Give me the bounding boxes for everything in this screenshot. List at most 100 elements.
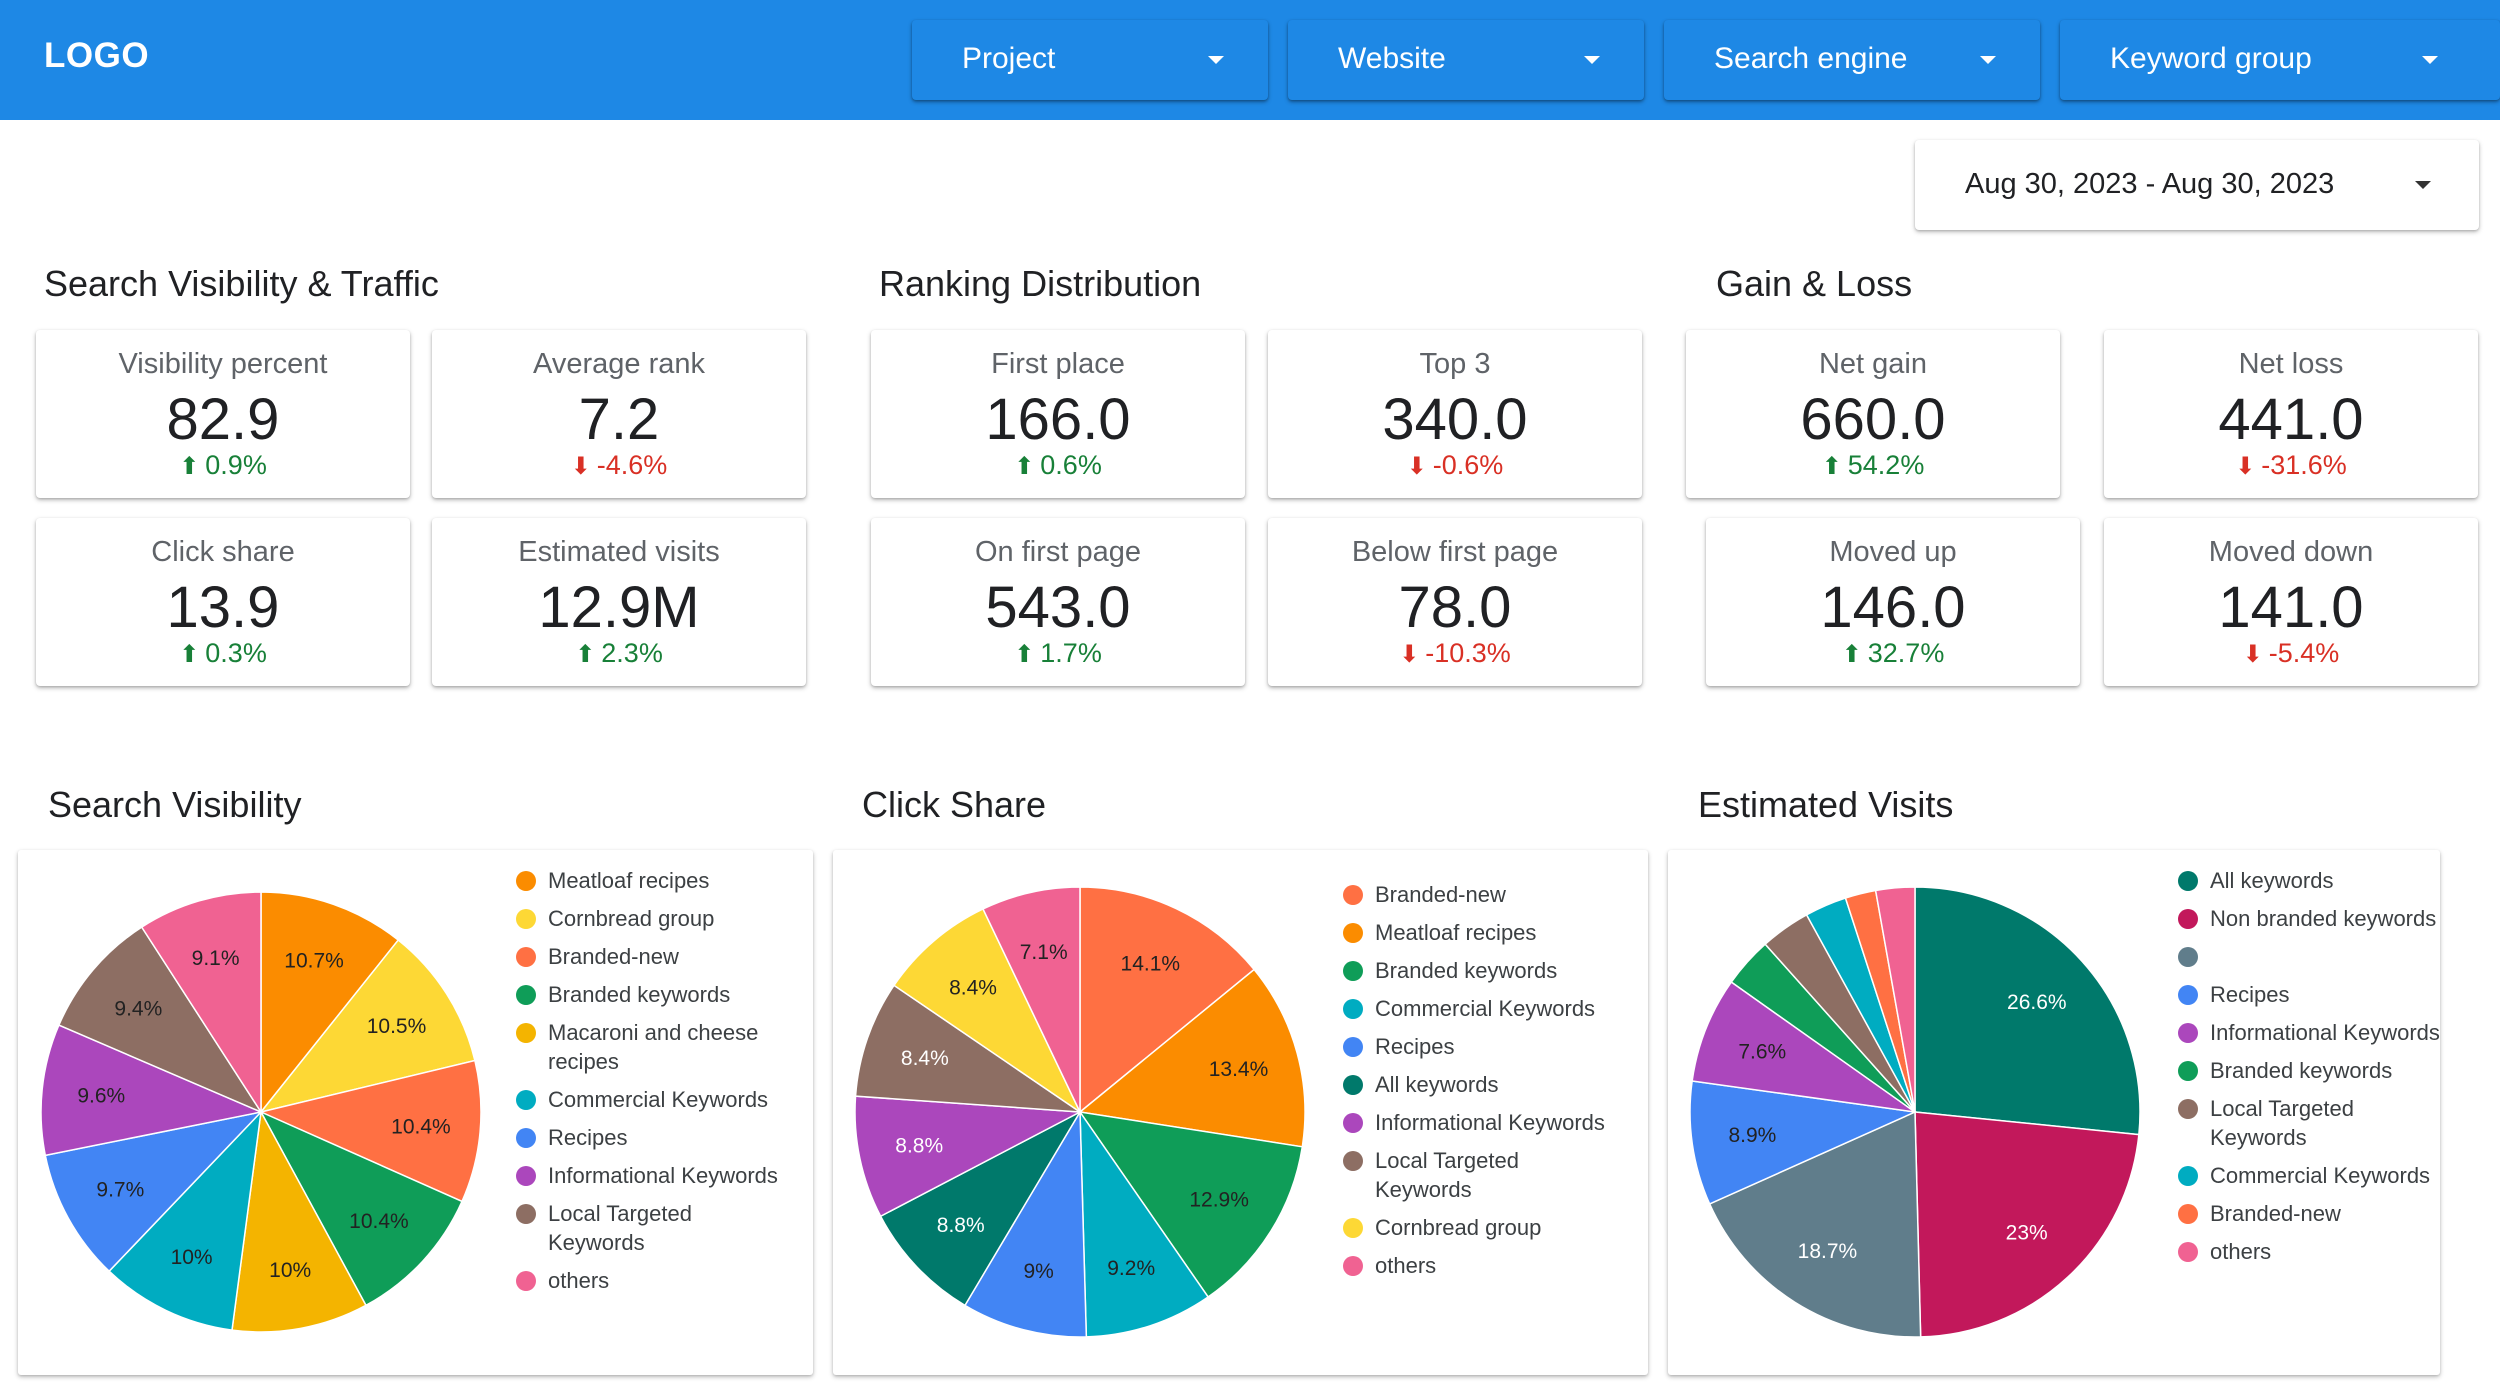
- pie-slice[interactable]: [1689, 1080, 1918, 1205]
- legend-item[interactable]: Local Targeted Keywords: [1343, 1146, 1615, 1204]
- legend-item[interactable]: Branded-new: [2178, 1199, 2450, 1228]
- pie-slice[interactable]: [892, 907, 1082, 1115]
- legend-item[interactable]: Informational Keywords: [1343, 1108, 1615, 1137]
- legend-item[interactable]: others: [2178, 1237, 2450, 1266]
- slice-data-label: 13.4%: [1209, 1058, 1269, 1081]
- legend-item[interactable]: Commercial Keywords: [2178, 1161, 2450, 1190]
- legend-item[interactable]: Commercial Keywords: [1343, 994, 1615, 1023]
- pie-slice[interactable]: [1079, 886, 1256, 1114]
- legend-item[interactable]: Branded-new: [1343, 880, 1615, 909]
- top-bar: LOGO Project Website Search engine Keywo…: [0, 0, 2500, 120]
- kpi-value: 12.9M: [538, 575, 700, 640]
- chevron-down-icon: [1208, 56, 1224, 64]
- kpi-value: 166.0: [985, 387, 1131, 452]
- pie-slice[interactable]: [1914, 1111, 2140, 1338]
- kpi-delta: ⬆ 0.9%: [36, 450, 410, 481]
- pie-slice[interactable]: [259, 1110, 463, 1307]
- legend-swatch: [516, 985, 536, 1005]
- legend-item[interactable]: Local Targeted Keywords: [2178, 1094, 2450, 1152]
- legend-item[interactable]: Branded keywords: [2178, 1056, 2450, 1085]
- legend-item[interactable]: Commercial Keywords: [516, 1085, 788, 1114]
- legend-item[interactable]: All keywords: [2178, 866, 2450, 895]
- slice-data-label: 10%: [269, 1259, 311, 1282]
- pie-slice[interactable]: [1874, 886, 1916, 1113]
- pie-slice[interactable]: [57, 926, 263, 1114]
- pie-slice[interactable]: [1078, 1110, 1304, 1299]
- slice-data-label: 10.7%: [284, 949, 344, 972]
- keyword-group-dropdown[interactable]: Keyword group: [2060, 20, 2500, 100]
- trend-arrow-icon: ⬆: [1841, 641, 1862, 668]
- legend-item[interactable]: others: [1343, 1251, 1615, 1280]
- legend-swatch: [1343, 885, 1363, 905]
- legend-item[interactable]: Macaroni and cheese recipes: [516, 1018, 788, 1076]
- legend-swatch: [2178, 1023, 2198, 1043]
- legend-item[interactable]: Informational Keywords: [516, 1161, 788, 1190]
- legend-item[interactable]: Cornbread group: [1343, 1213, 1615, 1242]
- kpi-label: Net gain: [1818, 348, 1927, 380]
- legend-item[interactable]: Local Targeted Keywords: [516, 1199, 788, 1257]
- legend-label: Branded-new: [548, 944, 679, 969]
- pie-slice[interactable]: [854, 984, 1083, 1113]
- section-title-ranking: Ranking Distribution: [879, 263, 1202, 304]
- section-title-visibility: Search Visibility & Traffic: [44, 263, 439, 304]
- date-range-picker[interactable]: Aug 30, 2023 - Aug 30, 2023: [1915, 140, 2479, 230]
- legend-label: Meatloaf recipes: [548, 868, 710, 893]
- kpi-card: Visibility percent 82.9 ⬆ 0.9%: [36, 330, 410, 498]
- kpi-delta: ⬇ -31.6%: [2104, 450, 2478, 481]
- legend-item[interactable]: Recipes: [516, 1123, 788, 1152]
- pie-slice[interactable]: [40, 1024, 264, 1157]
- legend-label: Informational Keywords: [548, 1163, 778, 1188]
- legend-swatch: [516, 909, 536, 929]
- pie-slice[interactable]: [231, 1109, 367, 1333]
- estimated-visits-legend: All keywords Non branded keywords Recipes I…: [2178, 866, 2450, 1275]
- legend-item[interactable]: [2178, 942, 2450, 971]
- pie-slice[interactable]: [258, 1059, 482, 1203]
- legend-item[interactable]: others: [516, 1266, 788, 1295]
- pie-slice[interactable]: [1079, 1109, 1210, 1338]
- slice-data-label: 18.7%: [1798, 1240, 1858, 1263]
- project-dropdown[interactable]: Project: [912, 20, 1268, 100]
- kpi-value: 141.0: [2218, 575, 2364, 640]
- legend-item[interactable]: Meatloaf recipes: [1343, 918, 1615, 947]
- pie-slice[interactable]: [1691, 981, 1916, 1113]
- kpi-delta-value: -5.4%: [2268, 638, 2340, 668]
- pie-slice[interactable]: [44, 1110, 264, 1273]
- kpi-card: Click share 13.9 ⬆ 0.3%: [36, 518, 410, 686]
- legend-item[interactable]: Branded-new: [516, 942, 788, 971]
- legend-item[interactable]: All keywords: [1343, 1070, 1615, 1099]
- legend-swatch: [2178, 871, 2198, 891]
- legend-label: Branded-new: [2210, 1201, 2341, 1226]
- legend-label: others: [2210, 1239, 2272, 1264]
- legend-item[interactable]: Branded keywords: [516, 980, 788, 1009]
- pie-slice[interactable]: [963, 1109, 1088, 1338]
- pie-slice[interactable]: [108, 1109, 263, 1331]
- legend-item[interactable]: Cornbread group: [516, 904, 788, 933]
- legend-item[interactable]: Meatloaf recipes: [516, 866, 788, 895]
- search-engine-dropdown[interactable]: Search engine: [1664, 20, 2040, 100]
- pie-slice[interactable]: [982, 886, 1081, 1113]
- legend-item[interactable]: Informational Keywords: [2178, 1018, 2450, 1047]
- legend-item[interactable]: Non branded keywords: [2178, 904, 2450, 933]
- kpi-delta-value: 2.3%: [601, 638, 663, 668]
- legend-swatch: [516, 1090, 536, 1110]
- slice-data-label: 9.1%: [192, 947, 240, 970]
- pie-slice[interactable]: [879, 1110, 1082, 1307]
- pie-slice[interactable]: [1708, 1110, 1922, 1338]
- keyword-group-dropdown-label: Keyword group: [2110, 42, 2312, 75]
- pie-slice[interactable]: [140, 891, 262, 1115]
- legend-item[interactable]: Recipes: [2178, 980, 2450, 1009]
- legend-label: Commercial Keywords: [548, 1087, 769, 1112]
- pie-slice[interactable]: [1914, 886, 2141, 1136]
- legend-swatch: [2178, 947, 2198, 967]
- pie-slice[interactable]: [1078, 968, 1306, 1148]
- website-dropdown[interactable]: Website: [1288, 20, 1644, 100]
- pie-slice[interactable]: [854, 1095, 1083, 1218]
- legend-item[interactable]: Recipes: [1343, 1032, 1615, 1061]
- pie-slice[interactable]: [260, 891, 400, 1115]
- legend-item[interactable]: Branded keywords: [1343, 956, 1615, 985]
- legend-swatch: [2178, 1242, 2198, 1262]
- website-dropdown-label: Website: [1338, 42, 1446, 75]
- legend-swatch: [1343, 961, 1363, 981]
- kpi-delta: ⬆ 2.3%: [432, 638, 806, 669]
- pie-slice[interactable]: [259, 939, 476, 1114]
